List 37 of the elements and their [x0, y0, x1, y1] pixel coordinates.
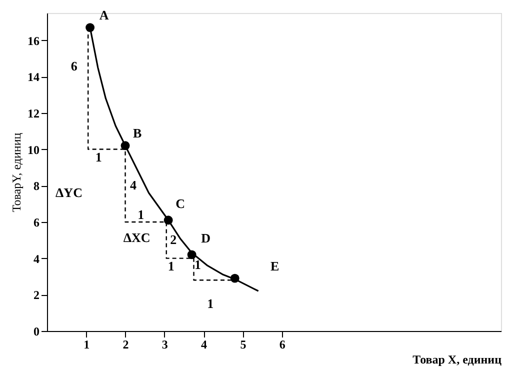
y-axis-title: ТоварY, единиц [10, 132, 24, 212]
x-tick-label: 3 [162, 338, 168, 352]
x-tick-label: 2 [122, 338, 129, 352]
x-axis-title: Товар X, единиц [412, 352, 502, 366]
annotation: C [176, 196, 186, 212]
point [187, 250, 196, 260]
annotation: ΔYC [56, 185, 82, 200]
annotation: D [201, 230, 211, 246]
point [230, 274, 240, 283]
point [86, 23, 95, 32]
annotation: E [270, 258, 280, 274]
x-tick-label: 1 [84, 338, 90, 352]
annotation: 1 [194, 257, 202, 272]
annotation: 2 [170, 232, 177, 248]
annotation: ΔXC [123, 230, 150, 245]
y-tick-label: 10 [28, 142, 40, 157]
annotation: 6 [70, 58, 78, 74]
point [164, 216, 173, 225]
y-tick-label: 4 [34, 252, 40, 266]
annotation: 1 [138, 206, 144, 222]
y-tick-label: 16 [28, 34, 40, 48]
annotation: 1 [207, 296, 214, 312]
y-tick-label: 12 [28, 106, 40, 120]
x-tick-label: 4 [201, 338, 208, 352]
annotation: 1 [168, 258, 174, 274]
annotation: 1 [95, 149, 102, 164]
y-tick-label: 6 [34, 215, 40, 230]
y-tick-label: 0 [34, 324, 40, 338]
annotation: A [99, 8, 110, 23]
annotation: B [132, 126, 142, 141]
y-tick-label: 8 [34, 179, 40, 194]
x-tick-label: 5 [240, 338, 246, 352]
y-tick-label: 2 [34, 288, 40, 302]
y-tick-label: 14 [28, 70, 40, 84]
point [120, 141, 130, 150]
annotation: 4 [130, 178, 138, 193]
x-tick-label: 6 [279, 338, 286, 352]
